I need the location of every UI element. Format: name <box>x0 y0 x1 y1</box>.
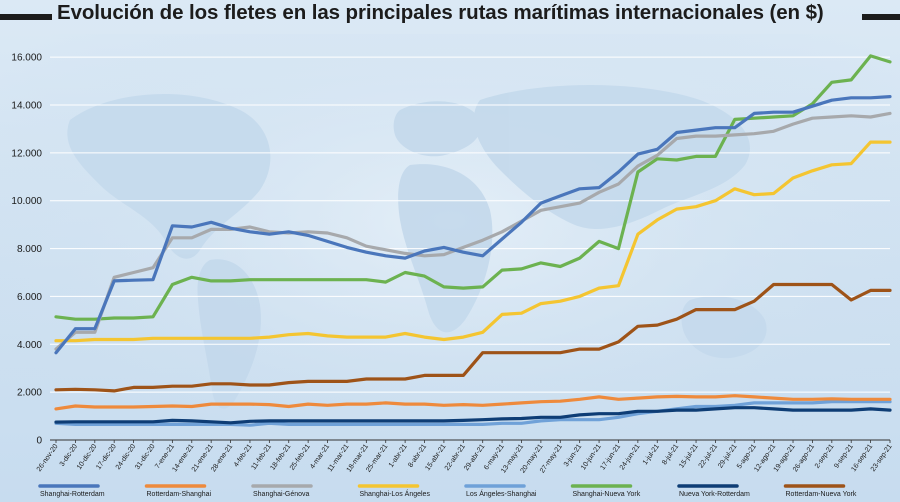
series-lines <box>54 54 892 427</box>
series-line-shanghai-genova <box>54 111 892 351</box>
y-tick-label: 8.000 <box>17 244 42 255</box>
legend-label-rotterdam-nueva-york: Rotterdam-Nueva York <box>786 491 857 498</box>
y-tick-label: 6.000 <box>17 292 42 303</box>
series-line-shanghai-nueva-york <box>54 54 892 321</box>
series-line-shanghai-los-angeles <box>54 140 892 343</box>
series-line-rotterdam-shanghai <box>54 394 892 411</box>
chart-title: Evolución de los fletes en las principal… <box>57 1 824 24</box>
legend-label-shanghai-genova: Shanghai-Génova <box>253 491 310 498</box>
title-rule-left <box>0 14 52 20</box>
y-tick-label: 14.000 <box>11 101 42 112</box>
y-tick-label: 0 <box>36 436 42 447</box>
legend-label-rotterdam-shanghai: Rotterdam-Shanghai <box>147 491 212 498</box>
y-tick-label: 16.000 <box>11 53 42 64</box>
grid <box>50 56 890 393</box>
series-line-rotterdam-nueva-york <box>54 282 892 393</box>
title-bar: Evolución de los fletes en las principal… <box>0 0 900 34</box>
series-line-los-angeles-shanghai <box>54 400 892 427</box>
legend: Shanghai-Rotterdam Rotterdam-Shanghai Shan… <box>38 484 857 498</box>
legend-label-shanghai-los-angeles: Shanghai-Los Ángeles <box>360 489 431 498</box>
y-tick-label: 4.000 <box>17 340 42 351</box>
y-tick-label: 12.000 <box>11 148 42 159</box>
legend-label-los-angeles-shanghai: Los Ángeles-Shanghai <box>466 489 537 498</box>
series-line-shanghai-rotterdam <box>54 94 892 355</box>
legend-label-shanghai-nueva-york: Shanghai-Nueva York <box>573 491 641 498</box>
y-tick-label: 2.000 <box>17 388 42 399</box>
series-line-nueva-york-rotterdam <box>54 406 892 425</box>
title-rule-right <box>862 14 900 20</box>
y-tick-label: 10.000 <box>11 196 42 207</box>
legend-label-nueva-york-rotterdam: Nueva York-Rotterdam <box>679 491 750 498</box>
legend-label-shanghai-rotterdam: Shanghai-Rotterdam <box>40 491 105 498</box>
y-axis: 0 2.000 4.000 6.000 8.000 10.000 12.000 14.000 1… <box>11 53 42 447</box>
